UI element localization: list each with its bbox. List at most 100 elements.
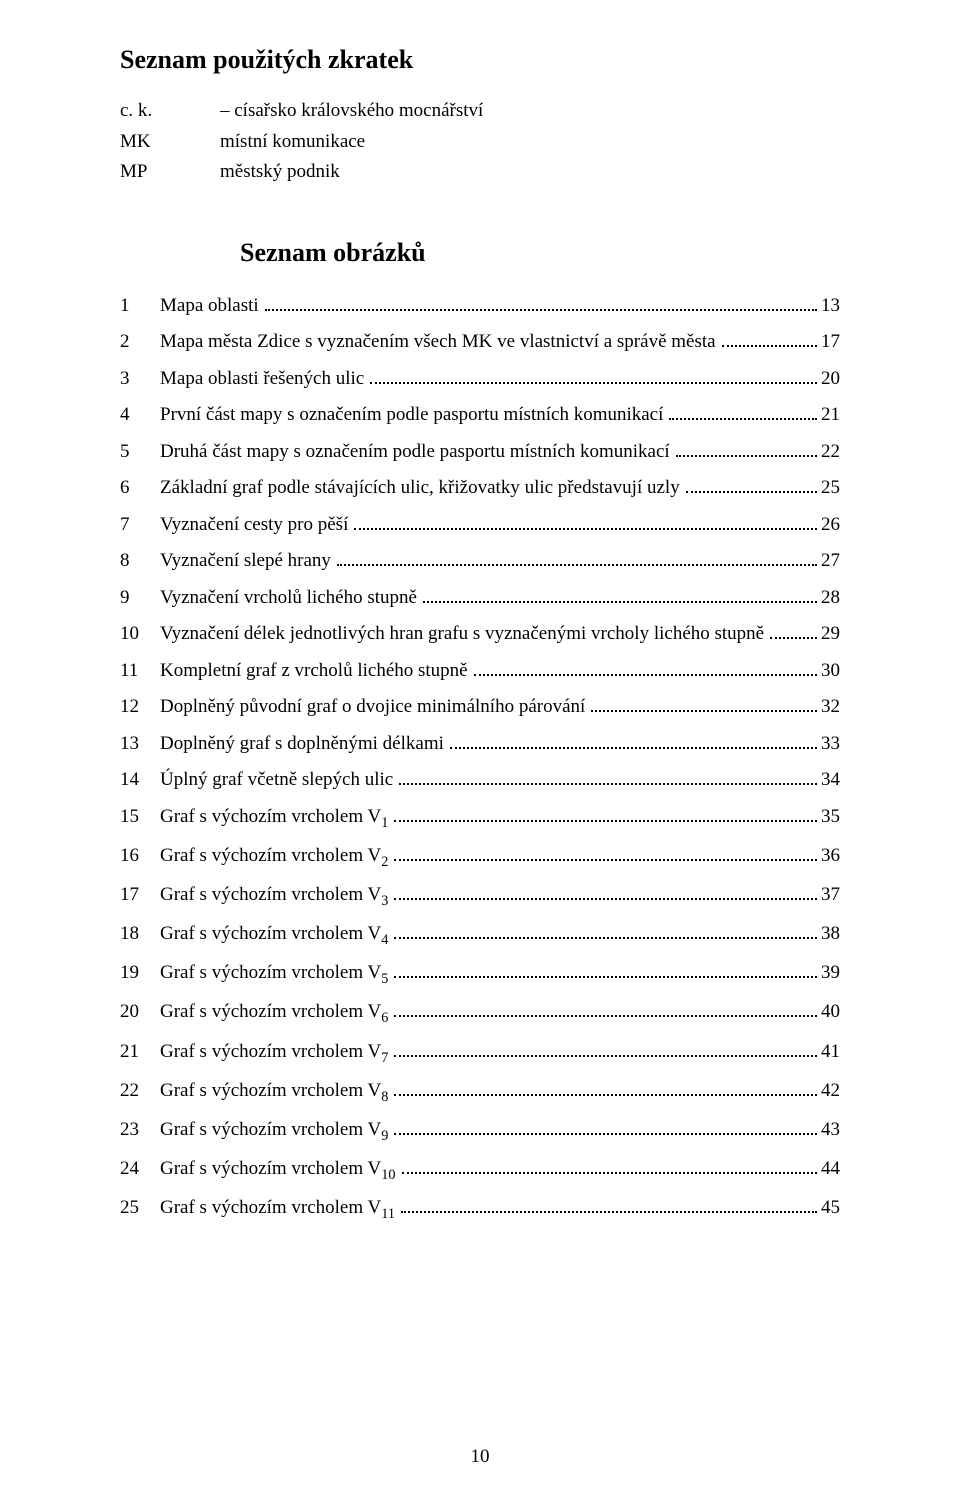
figure-number: 8 (120, 547, 160, 576)
leader-dots (399, 768, 817, 785)
figure-number: 23 (120, 1116, 160, 1145)
leader-dots (370, 366, 817, 383)
figure-page: 32 (821, 693, 840, 722)
figure-page: 13 (821, 292, 840, 321)
figure-label: Doplněný graf s doplněnými délkami (160, 730, 444, 759)
figure-page: 36 (821, 842, 840, 871)
figure-label: Vyznačení cesty pro pěší (160, 511, 348, 540)
figure-number: 6 (120, 474, 160, 503)
leader-dots (770, 622, 817, 639)
leader-dots (394, 922, 817, 939)
page: Seznam použitých zkratek c. k.– císařsko… (0, 0, 960, 1511)
figure-label: Základní graf podle stávajících ulic, kř… (160, 474, 680, 503)
figure-page: 29 (821, 620, 840, 649)
figure-number: 14 (120, 766, 160, 795)
figure-page: 22 (821, 438, 840, 467)
figure-row: 19Graf s výchozím vrcholem V5 39 (120, 959, 840, 990)
figure-row: 2Mapa města Zdice s vyznačením všech MK … (120, 328, 840, 357)
figure-label: Vyznačení délek jednotlivých hran grafu … (160, 620, 764, 649)
leader-dots (401, 1196, 817, 1213)
figure-label: Mapa oblasti (160, 292, 259, 321)
figure-row: 7Vyznačení cesty pro pěší 26 (120, 511, 840, 540)
figure-number: 12 (120, 693, 160, 722)
figure-label-subscript: 4 (381, 932, 388, 948)
figure-page: 20 (821, 365, 840, 394)
figure-label-subscript: 7 (381, 1049, 388, 1065)
leader-dots (722, 330, 817, 347)
figure-label-subscript: 3 (381, 893, 388, 909)
figure-row: 20Graf s výchozím vrcholem V640 (120, 998, 840, 1029)
figure-row: 4První část mapy s označením podle paspo… (120, 401, 840, 430)
figure-label: Graf s výchozím vrcholem V7 (160, 1038, 388, 1069)
leader-dots (394, 1000, 817, 1017)
figure-label: Graf s výchozím vrcholem V9 (160, 1116, 388, 1147)
leader-dots (450, 731, 817, 748)
abbr-key: MK (120, 128, 220, 157)
leader-dots (474, 658, 817, 675)
figure-page: 33 (821, 730, 840, 759)
figure-number: 4 (120, 401, 160, 430)
abbr-value: – císařsko královského mocnářství (220, 97, 483, 126)
figure-label: Graf s výchozím vrcholem V1 (160, 803, 388, 834)
figure-label: Vyznačení vrcholů lichého stupně (160, 584, 417, 613)
leader-dots (394, 1039, 817, 1056)
abbr-row: MPměstský podnik (120, 158, 840, 187)
leader-dots (394, 1118, 817, 1135)
figure-row: 14Úplný graf včetně slepých ulic34 (120, 766, 840, 795)
figure-row: 21Graf s výchozím vrcholem V7 41 (120, 1038, 840, 1069)
figure-row: 8Vyznačení slepé hrany27 (120, 547, 840, 576)
leader-dots (394, 961, 817, 978)
figure-label: První část mapy s označením podle paspor… (160, 401, 663, 430)
figure-page: 39 (821, 959, 840, 988)
page-number: 10 (0, 1443, 960, 1472)
figure-page: 17 (821, 328, 840, 357)
leader-dots (591, 695, 817, 712)
leader-dots (394, 843, 817, 860)
figure-label: Mapa oblasti řešených ulic (160, 365, 364, 394)
abbr-value: městský podnik (220, 158, 340, 187)
figure-label-subscript: 5 (381, 971, 388, 987)
figure-label: Graf s výchozím vrcholem V11 (160, 1194, 395, 1225)
figure-label-subscript: 1 (381, 814, 388, 830)
figure-row: 15Graf s výchozím vrcholem V1 35 (120, 803, 840, 834)
figure-page: 42 (821, 1077, 840, 1106)
figure-label: Graf s výchozím vrcholem V10 (160, 1155, 396, 1186)
figure-label: Mapa města Zdice s vyznačením všech MK v… (160, 328, 716, 357)
figure-label: Druhá část mapy s označením podle paspor… (160, 438, 670, 467)
figure-number: 19 (120, 959, 160, 988)
leader-dots (423, 585, 817, 602)
figure-label: Úplný graf včetně slepých ulic (160, 766, 393, 795)
figure-number: 5 (120, 438, 160, 467)
figure-row: 3Mapa oblasti řešených ulic20 (120, 365, 840, 394)
figure-page: 45 (821, 1194, 840, 1223)
figure-number: 22 (120, 1077, 160, 1106)
figure-number: 10 (120, 620, 160, 649)
abbr-row: c. k.– císařsko královského mocnářství (120, 97, 840, 126)
figure-number: 7 (120, 511, 160, 540)
figure-number: 15 (120, 803, 160, 832)
figure-page: 25 (821, 474, 840, 503)
figure-label: Graf s výchozím vrcholem V2 (160, 842, 388, 873)
figure-row: 1Mapa oblasti 13 (120, 292, 840, 321)
figure-row: 5Druhá část mapy s označením podle paspo… (120, 438, 840, 467)
figure-page: 41 (821, 1038, 840, 1067)
abbr-section-title: Seznam použitých zkratek (120, 40, 840, 79)
figure-page: 26 (821, 511, 840, 540)
figure-label: Doplněný původní graf o dvojice minimáln… (160, 693, 585, 722)
figure-number: 1 (120, 292, 160, 321)
figure-label: Graf s výchozím vrcholem V3 (160, 881, 388, 912)
figure-label: Graf s výchozím vrcholem V5 (160, 959, 388, 990)
figure-label: Kompletní graf z vrcholů lichého stupně (160, 657, 468, 686)
figure-page: 35 (821, 803, 840, 832)
figure-label: Graf s výchozím vrcholem V4 (160, 920, 388, 951)
leader-dots (394, 1079, 817, 1096)
figure-number: 21 (120, 1038, 160, 1067)
figure-number: 13 (120, 730, 160, 759)
figure-row: 22Graf s výchozím vrcholem V842 (120, 1077, 840, 1108)
figure-row: 18Graf s výchozím vrcholem V438 (120, 920, 840, 951)
figure-number: 17 (120, 881, 160, 910)
abbr-key: c. k. (120, 97, 220, 126)
figure-page: 21 (821, 401, 840, 430)
figure-number: 9 (120, 584, 160, 613)
figure-number: 11 (120, 657, 160, 686)
